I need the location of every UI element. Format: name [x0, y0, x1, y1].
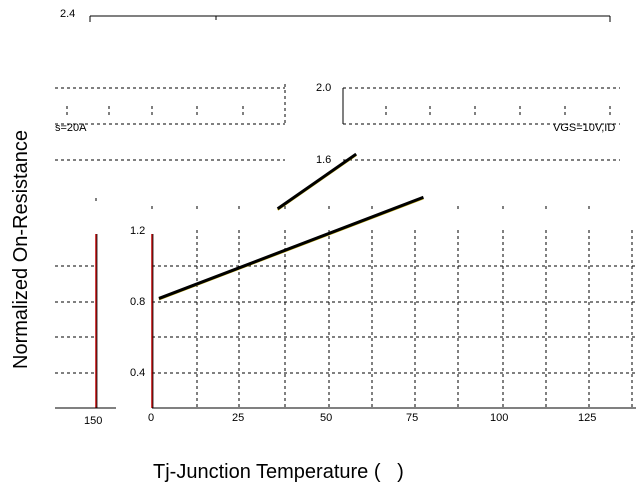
- y-axis-title: Normalized On-Resistance: [10, 130, 32, 369]
- y-tick-labels: 1.2 0.8 0.4 2.4 2.0 1.6: [60, 8, 331, 379]
- fragment-frame: [89, 15, 611, 22]
- stray-ticks: [95, 198, 590, 210]
- series-line: [158, 195, 424, 300]
- x-tick-labels: 150 0 25 50 75 100 125: [84, 412, 596, 427]
- x-tick-label: 25: [232, 412, 244, 424]
- y-tick-label-fragment: 2.0: [316, 82, 331, 94]
- y-tick-label-fragment: 2.4: [60, 8, 75, 20]
- x-tick-label: 125: [578, 412, 596, 424]
- annotation-conditions: VGS=10V,ID: [553, 122, 615, 134]
- fragment-grid-left: [55, 84, 286, 161]
- y-tick-label-fragment: 1.6: [316, 154, 331, 166]
- y-tick-label: 0.8: [130, 296, 145, 308]
- x-tick-label: 75: [406, 412, 418, 424]
- fragment-grid-right: [342, 87, 620, 161]
- x-tick-label: 50: [320, 412, 332, 424]
- x-tick-label: 100: [490, 412, 508, 424]
- series-layer: [158, 152, 424, 301]
- annotation-current: s=20A: [55, 122, 87, 134]
- x-tick-label: 0: [148, 412, 154, 424]
- axes: [55, 234, 636, 409]
- x-tick-label-stray: 150: [84, 415, 102, 427]
- y-tick-label: 0.4: [130, 367, 145, 379]
- fragment-series-line: [276, 152, 358, 210]
- x-axis-title: Tj-Junction Temperature ( ): [153, 461, 404, 483]
- y-tick-label: 1.2: [130, 225, 145, 237]
- main-grid: [55, 230, 636, 408]
